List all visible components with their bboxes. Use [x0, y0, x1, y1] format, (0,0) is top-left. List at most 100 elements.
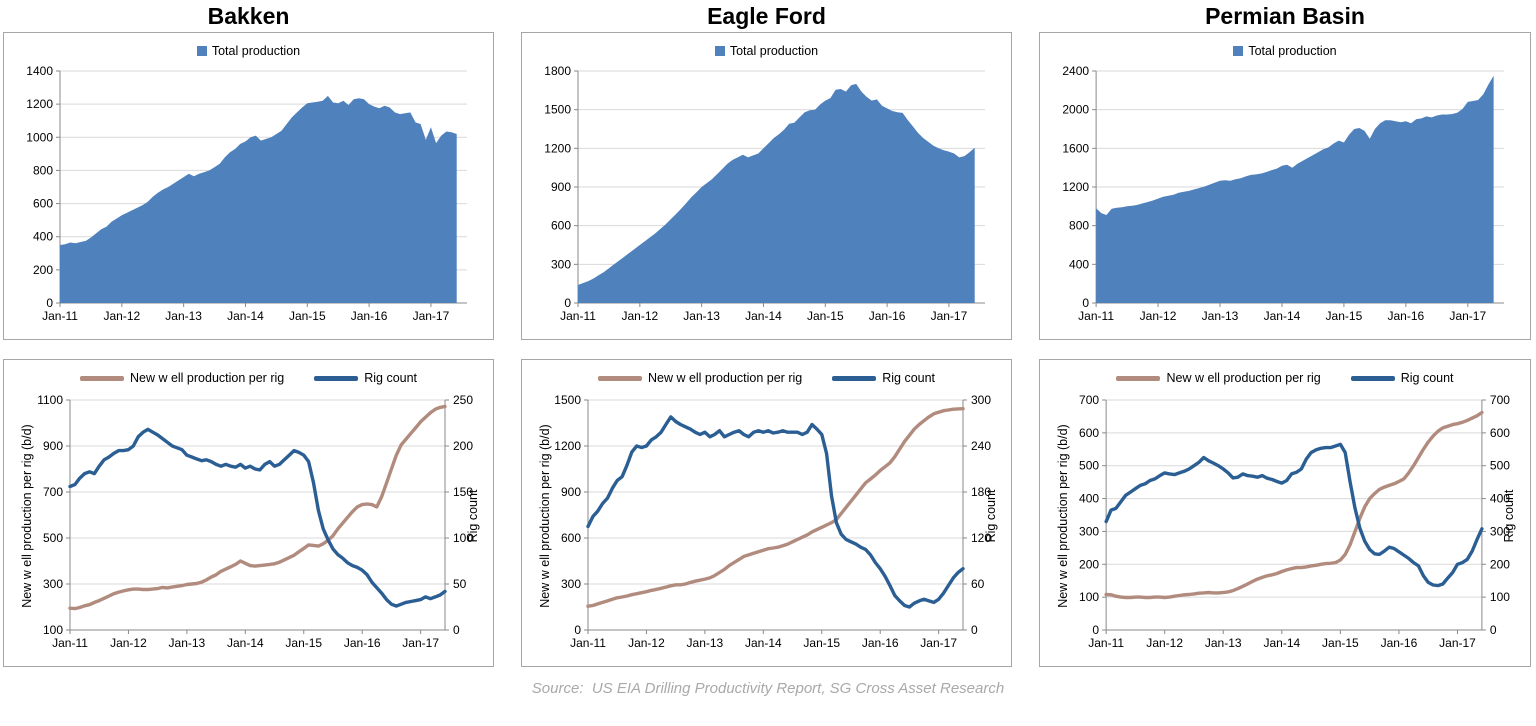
chart-title-bakken: Bakken — [207, 3, 290, 29]
eagle-ford-rig-productivity-chart: 0 300 600 900 1200 1500 0 60 120 180 240 300 Jan-11 J… — [554, 393, 991, 650]
svg-text:Jan-15: Jan-15 — [807, 309, 844, 323]
svg-text:400: 400 — [1490, 492, 1510, 506]
source-note: Source: US EIA Drilling Productivity Rep… — [531, 680, 1005, 697]
svg-text:Jan-15: Jan-15 — [1326, 309, 1363, 323]
svg-text:2400: 2400 — [1062, 64, 1089, 78]
svg-text:0: 0 — [46, 296, 53, 310]
svg-text:700: 700 — [43, 485, 63, 499]
svg-text:Jan-12: Jan-12 — [1140, 309, 1177, 323]
svg-text:Jan-17: Jan-17 — [1439, 636, 1476, 650]
svg-text:Jan-14: Jan-14 — [227, 309, 264, 323]
svg-text:200: 200 — [1490, 557, 1510, 571]
svg-text:Jan-17: Jan-17 — [402, 636, 439, 650]
permian-total-production-chart: 0 400 800 1200 1600 2000 2400 Jan-11 Jan-12 Jan-1… — [1062, 64, 1504, 323]
y-axis-label-right: Rig count — [1502, 489, 1516, 543]
svg-text:0: 0 — [971, 623, 978, 637]
svg-text:Jan-15: Jan-15 — [289, 309, 326, 323]
svg-text:Jan-17: Jan-17 — [413, 309, 450, 323]
svg-text:Jan-11: Jan-11 — [1088, 636, 1124, 650]
svg-text:Jan-13: Jan-13 — [165, 309, 202, 323]
svg-text:Jan-11: Jan-11 — [1078, 309, 1114, 323]
svg-text:700: 700 — [1490, 393, 1510, 407]
svg-text:Jan-14: Jan-14 — [745, 636, 782, 650]
svg-text:300: 300 — [1079, 524, 1099, 538]
legend-label: Rig count — [364, 371, 418, 385]
svg-text:Jan-17: Jan-17 — [1449, 309, 1486, 323]
svg-text:Jan-11: Jan-11 — [560, 309, 596, 323]
svg-text:Jan-12: Jan-12 — [103, 309, 140, 323]
chart-legend: Total production — [1040, 44, 1530, 58]
svg-text:Jan-11: Jan-11 — [570, 636, 606, 650]
svg-text:Jan-11: Jan-11 — [52, 636, 88, 650]
legend-swatch-square-icon — [196, 46, 207, 56]
legend-label: Total production — [1248, 44, 1337, 58]
svg-text:600: 600 — [1079, 426, 1099, 440]
panel-bakken-total-production: Total production 0 200 400 600 800 1000 1200 14… — [3, 32, 494, 340]
panel-permian-total-production: Total production 0 400 800 1200 1600 2000 2400… — [1039, 32, 1531, 340]
legend-label: New w ell production per rig — [647, 371, 803, 385]
svg-text:400: 400 — [33, 230, 53, 244]
svg-text:0: 0 — [1092, 623, 1099, 637]
legend-swatch-line-icon — [832, 375, 877, 381]
svg-text:1100: 1100 — [37, 393, 63, 407]
column-titles: Bakken Eagle Ford Permian Basin — [0, 0, 1536, 32]
legend-swatch-line-icon — [79, 375, 124, 381]
svg-text:400: 400 — [1069, 257, 1089, 271]
chart-title-permian-basin: Permian Basin — [1205, 3, 1365, 29]
legend-label: Rig count — [882, 371, 936, 385]
svg-text:300: 300 — [43, 577, 63, 591]
legend-item-total-production: Total production — [1233, 44, 1337, 58]
svg-text:Jan-15: Jan-15 — [803, 636, 840, 650]
chart-legend: New w ell production per rig Rig count — [1040, 371, 1530, 385]
svg-text:500: 500 — [43, 531, 63, 545]
svg-text:Jan-16: Jan-16 — [1387, 309, 1424, 323]
svg-text:900: 900 — [43, 439, 63, 453]
svg-text:60: 60 — [971, 577, 985, 591]
svg-text:600: 600 — [561, 531, 581, 545]
legend-swatch-line-icon — [314, 375, 359, 381]
chart-legend: New w ell production per rig Rig count — [522, 371, 1011, 385]
svg-text:1500: 1500 — [544, 103, 571, 117]
legend-label: New w ell production per rig — [129, 371, 285, 385]
legend-label: Rig count — [1400, 371, 1454, 385]
svg-text:Jan-13: Jan-13 — [1205, 636, 1242, 650]
svg-text:1200: 1200 — [26, 97, 53, 111]
svg-text:200: 200 — [453, 439, 473, 453]
svg-text:0: 0 — [564, 296, 571, 310]
svg-text:500: 500 — [1490, 459, 1510, 473]
legend-swatch-square-icon — [1233, 46, 1244, 56]
svg-text:200: 200 — [1079, 557, 1099, 571]
legend-item-new-well-production: New w ell production per rig — [597, 371, 803, 385]
svg-text:100: 100 — [43, 623, 63, 637]
svg-text:Jan-14: Jan-14 — [745, 309, 782, 323]
svg-text:1000: 1000 — [26, 130, 53, 144]
svg-text:Jan-13: Jan-13 — [683, 309, 720, 323]
svg-text:0: 0 — [574, 623, 581, 637]
svg-text:1500: 1500 — [554, 393, 581, 407]
y-axis-label-right: Rig count — [984, 489, 998, 543]
svg-text:100: 100 — [453, 531, 473, 545]
legend-swatch-line-icon — [1116, 375, 1161, 381]
panel-eagle-ford-total-production: Total production 0 300 600 900 1200 1500 1800 J… — [521, 32, 1012, 340]
svg-text:Jan-16: Jan-16 — [351, 309, 388, 323]
svg-text:Jan-14: Jan-14 — [1264, 309, 1301, 323]
svg-text:50: 50 — [453, 577, 467, 591]
svg-text:Jan-15: Jan-15 — [285, 636, 322, 650]
panel-eagle-ford-rig-productivity: New w ell production per rig Rig count N… — [521, 359, 1012, 667]
y-axis-label-right: Rig count — [466, 489, 480, 543]
svg-text:300: 300 — [551, 257, 571, 271]
svg-text:250: 250 — [453, 393, 473, 407]
svg-text:Jan-16: Jan-16 — [1381, 636, 1418, 650]
svg-text:1200: 1200 — [544, 141, 571, 155]
charts-grid: Total production 0 200 400 600 800 1000 1200 14… — [0, 32, 1536, 667]
legend-item-rig-count: Rig count — [314, 371, 417, 385]
svg-text:0: 0 — [453, 623, 460, 637]
permian-rig-productivity-chart: 0 100 200 300 400 500 600 700 0 100 200 300 400 500 60… — [1079, 393, 1510, 650]
svg-text:600: 600 — [1490, 426, 1510, 440]
legend-label: Total production — [211, 44, 301, 58]
legend-item-new-well-production: New w ell production per rig — [1116, 371, 1321, 385]
svg-text:Jan-16: Jan-16 — [869, 309, 906, 323]
svg-text:300: 300 — [971, 393, 991, 407]
svg-text:Jan-13: Jan-13 — [169, 636, 206, 650]
